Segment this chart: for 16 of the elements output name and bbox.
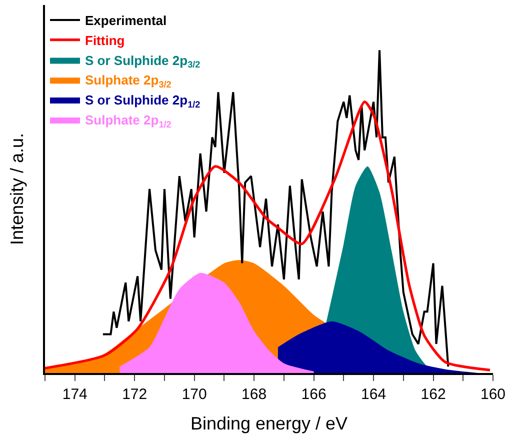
legend-label: Sulphate 2p$_{1/2}$: [85, 112, 172, 130]
legend-label: S or Sulphide 2p$_{1/2}$: [85, 92, 200, 110]
x-tick-label: 172: [122, 386, 148, 403]
x-tick-label: 166: [301, 386, 326, 403]
legend-label: S or Sulphide 2p$_{3/2}$: [85, 52, 200, 70]
legend-label: Fitting: [85, 32, 125, 48]
x-tick-label: 162: [420, 386, 446, 403]
x-axis-title: Binding energy / eV: [190, 413, 348, 434]
y-axis-title: Intensity / a.u.: [6, 132, 27, 246]
legend-label: Sulphate 2p$_{3/2}$: [85, 72, 172, 90]
legend-label: Experimental: [85, 13, 167, 28]
x-tick-label: 164: [361, 386, 386, 403]
x-tick-label: 168: [242, 386, 267, 403]
x-tick-label: 174: [62, 386, 88, 403]
x-tick-label: 170: [182, 386, 207, 403]
x-tick-label: 160: [480, 386, 506, 403]
